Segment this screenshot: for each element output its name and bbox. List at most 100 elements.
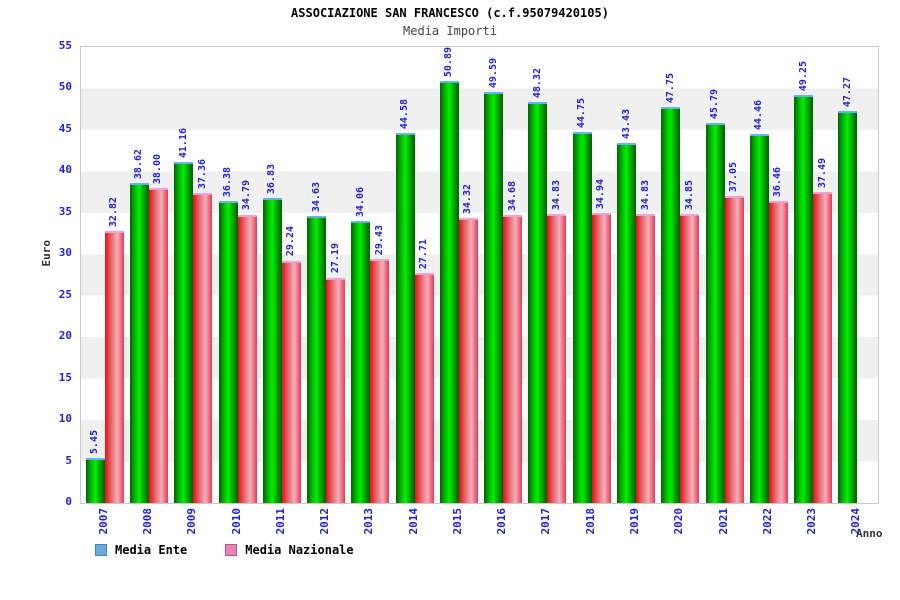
- legend-label-media-ente: Media Ente: [115, 543, 188, 557]
- value-label-media-ente-2018: 44.75: [576, 97, 588, 128]
- bar-media-nazionale-2020: [680, 214, 700, 503]
- bar-media-ente-2007: [85, 457, 105, 503]
- x-tick-2020: 2020: [672, 508, 686, 535]
- x-axis-label: Anno: [856, 527, 883, 540]
- y-tick-15: 15: [58, 370, 72, 384]
- y-tick-25: 25: [58, 287, 72, 301]
- value-label-media-ente-2021: 45.79: [709, 89, 721, 120]
- value-label-media-ente-2013: 34.06: [354, 186, 366, 217]
- bar-media-nazionale-2023: [813, 192, 833, 503]
- bar-media-nazionale-2014: [414, 273, 434, 503]
- value-label-media-ente-2020: 47.75: [664, 73, 676, 104]
- bar-media-ente-2018: [572, 131, 592, 503]
- value-label-media-nazionale-2016: 34.68: [506, 181, 518, 212]
- bar-media-ente-2011: [262, 197, 282, 503]
- x-tick-2023: 2023: [805, 508, 819, 535]
- x-tick-2018: 2018: [583, 508, 597, 535]
- x-tick-2015: 2015: [450, 508, 464, 535]
- plot-area: 5.45 38.62 41.16 36.38 36.83 34.63 34.06 44.58 5…: [80, 46, 879, 504]
- chart-subtitle: Media Importi: [403, 24, 497, 38]
- x-tick-2007: 2007: [96, 508, 110, 535]
- bar-media-ente-2012: [307, 215, 327, 503]
- y-tick-40: 40: [58, 163, 72, 177]
- x-tick-2022: 2022: [760, 508, 774, 535]
- bar-media-nazionale-2009: [193, 193, 213, 503]
- value-label-media-ente-2012: 34.63: [310, 181, 322, 212]
- y-tick-50: 50: [58, 80, 72, 94]
- value-label-media-nazionale-2015: 34.32: [462, 184, 474, 215]
- bar-media-ente-2023: [794, 94, 814, 503]
- value-label-media-nazionale-2012: 27.19: [329, 243, 341, 274]
- x-tick-2017: 2017: [539, 508, 553, 535]
- bar-media-nazionale-2017: [547, 214, 567, 503]
- bar-media-ente-2020: [661, 107, 681, 503]
- bar-media-ente-2014: [395, 133, 415, 503]
- x-tick-2016: 2016: [495, 508, 509, 535]
- y-tick-0: 0: [65, 495, 72, 508]
- y-tick-45: 45: [58, 121, 72, 135]
- bar-media-ente-2009: [174, 161, 194, 503]
- bar-media-nazionale-2018: [591, 213, 611, 503]
- legend-swatch-media-nazionale: [225, 544, 238, 556]
- y-tick-35: 35: [58, 204, 72, 218]
- x-tick-2009: 2009: [185, 508, 199, 535]
- value-label-media-ente-2019: 43.43: [620, 108, 632, 139]
- bar-media-ente-2013: [351, 220, 371, 503]
- value-label-media-ente-2015: 50.89: [443, 46, 455, 78]
- value-label-media-nazionale-2021: 37.05: [728, 161, 740, 192]
- bar-media-ente-2021: [705, 123, 725, 503]
- y-tick-20: 20: [58, 329, 72, 343]
- value-label-media-nazionale-2022: 36.46: [772, 166, 784, 197]
- y-tick-30: 30: [58, 246, 72, 260]
- value-label-media-nazionale-2014: 27.71: [418, 239, 430, 270]
- bar-media-nazionale-2010: [237, 214, 257, 503]
- value-label-media-ente-2014: 44.58: [399, 99, 411, 130]
- y-tick-10: 10: [58, 412, 72, 426]
- y-tick-5: 5: [65, 453, 72, 467]
- x-tick-2024: 2024: [849, 508, 863, 535]
- value-label-media-nazionale-2008: 38.00: [152, 153, 164, 184]
- value-label-media-ente-2022: 44.46: [753, 100, 765, 131]
- value-label-media-ente-2023: 49.25: [797, 60, 809, 91]
- x-tick-2014: 2014: [406, 508, 420, 535]
- value-label-media-ente-2024: 47.27: [841, 76, 853, 108]
- bar-media-nazionale-2019: [636, 214, 656, 503]
- bar-media-nazionale-2012: [326, 277, 346, 503]
- bar-media-ente-2010: [218, 201, 238, 503]
- bar-media-ente-2008: [129, 182, 149, 503]
- x-tick-2012: 2012: [318, 508, 332, 535]
- x-tick-2011: 2011: [273, 508, 287, 535]
- value-label-media-ente-2007: 5.45: [89, 429, 101, 454]
- x-tick-2008: 2008: [140, 508, 154, 535]
- chart-title: ASSOCIAZIONE SAN FRANCESCO (c.f.95079420…: [291, 6, 609, 20]
- x-tick-2010: 2010: [229, 508, 243, 535]
- legend-label-media-nazionale: Media Nazionale: [245, 543, 354, 557]
- bar-media-nazionale-2008: [148, 187, 168, 503]
- bar-media-nazionale-2007: [104, 230, 124, 503]
- bar-media-nazionale-2021: [724, 195, 744, 503]
- value-label-media-ente-2011: 36.83: [266, 163, 278, 194]
- value-label-media-nazionale-2020: 34.85: [683, 179, 695, 211]
- value-label-media-ente-2017: 48.32: [531, 68, 543, 99]
- value-label-media-ente-2016: 49.59: [487, 57, 499, 88]
- value-label-media-nazionale-2019: 34.83: [639, 180, 651, 211]
- bar-media-ente-2015: [439, 81, 459, 503]
- value-label-media-nazionale-2017: 34.83: [550, 180, 562, 211]
- bar-media-nazionale-2015: [458, 218, 478, 503]
- bar-media-ente-2024: [838, 111, 858, 503]
- legend-swatch-media-ente: [95, 544, 107, 556]
- legend: Media Ente Media Nazionale: [95, 543, 364, 557]
- value-label-media-nazionale-2007: 32.82: [108, 196, 120, 227]
- value-label-media-nazionale-2013: 29.43: [373, 224, 385, 255]
- value-label-media-nazionale-2011: 29.24: [285, 226, 297, 257]
- value-label-media-nazionale-2010: 34.79: [241, 180, 253, 211]
- bar-media-ente-2017: [528, 102, 548, 503]
- x-tick-2021: 2021: [716, 508, 730, 535]
- x-tick-2013: 2013: [362, 508, 376, 535]
- bar-media-ente-2022: [749, 134, 769, 503]
- value-label-media-nazionale-2009: 37.36: [196, 159, 208, 190]
- value-label-media-ente-2010: 36.38: [222, 167, 234, 198]
- value-label-media-ente-2009: 41.16: [177, 127, 189, 158]
- bar-media-nazionale-2011: [281, 260, 301, 503]
